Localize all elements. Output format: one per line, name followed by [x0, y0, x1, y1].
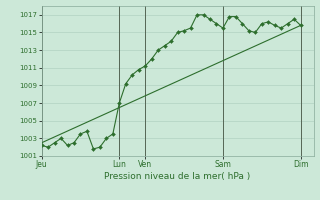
X-axis label: Pression niveau de la mer( hPa ): Pression niveau de la mer( hPa ): [104, 172, 251, 181]
